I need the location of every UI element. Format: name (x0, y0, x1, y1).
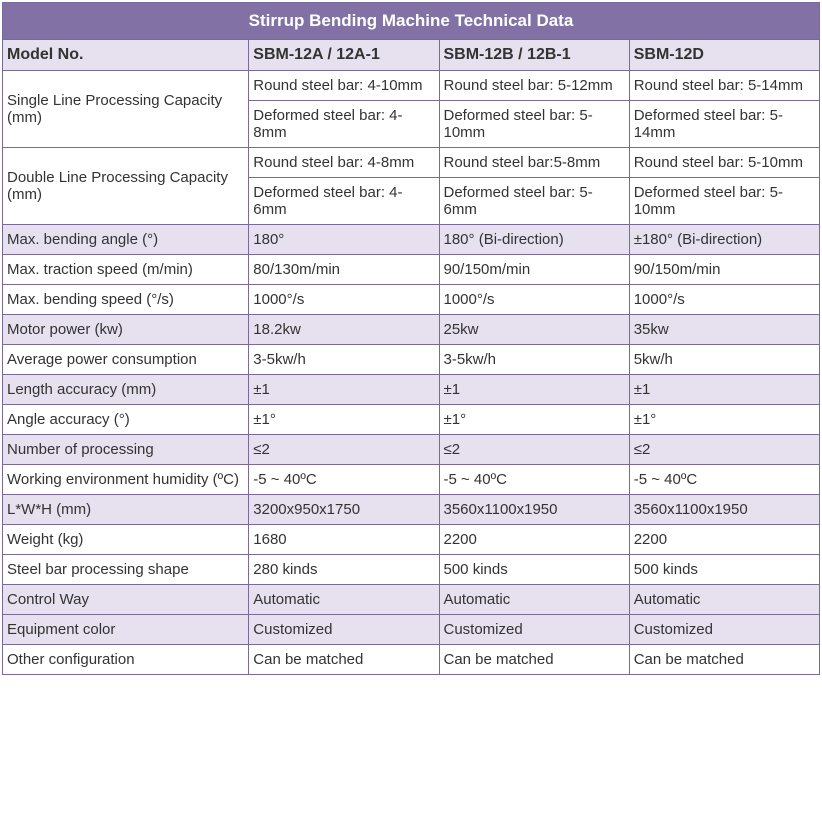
cell: 35kw (629, 315, 819, 345)
table-row: Double Line Processing Capacity (mm)Roun… (3, 148, 820, 178)
cell: 1000°/s (629, 285, 819, 315)
cell: 80/130m/min (249, 255, 439, 285)
title-row: Stirrup Bending Machine Technical Data (3, 3, 820, 40)
table-row: Single Line Processing Capacity (mm)Roun… (3, 71, 820, 101)
table-row: L*W*H (mm)3200x950x17503560x1100x1950356… (3, 495, 820, 525)
cell: ≤2 (629, 435, 819, 465)
row-label: L*W*H (mm) (3, 495, 249, 525)
cell: 2200 (629, 525, 819, 555)
row-label: Weight (kg) (3, 525, 249, 555)
row-label: Number of processing (3, 435, 249, 465)
header-col-b: SBM-12B / 12B-1 (439, 40, 629, 71)
cell: 180° (249, 225, 439, 255)
row-label: Equipment color (3, 615, 249, 645)
cell: ±1 (629, 375, 819, 405)
cell: 90/150m/min (439, 255, 629, 285)
row-label: Max. traction speed (m/min) (3, 255, 249, 285)
cell: 3-5kw/h (439, 345, 629, 375)
cell: 1000°/s (439, 285, 629, 315)
table-row: Length accuracy (mm)±1±1±1 (3, 375, 820, 405)
cell: 280 kinds (249, 555, 439, 585)
cell: ±1 (439, 375, 629, 405)
table-row: Motor power (kw)18.2kw25kw35kw (3, 315, 820, 345)
table-title: Stirrup Bending Machine Technical Data (3, 3, 820, 40)
cell: Deformed steel bar: 5-10mm (629, 178, 819, 225)
cell: Round steel bar: 5-14mm (629, 71, 819, 101)
table-row: Control WayAutomaticAutomaticAutomatic (3, 585, 820, 615)
cell: Round steel bar:5-8mm (439, 148, 629, 178)
cell: -5 ~ 40ºC (249, 465, 439, 495)
row-label: Angle accuracy (°) (3, 405, 249, 435)
cell: Round steel bar: 5-10mm (629, 148, 819, 178)
cell: 3200x950x1750 (249, 495, 439, 525)
cell: Automatic (249, 585, 439, 615)
cell: ±1° (249, 405, 439, 435)
cell: 90/150m/min (629, 255, 819, 285)
cell: Round steel bar: 4-10mm (249, 71, 439, 101)
cell: Deformed steel bar: 5-14mm (629, 101, 819, 148)
row-label: Working environment humidity (ºC) (3, 465, 249, 495)
cell: -5 ~ 40ºC (439, 465, 629, 495)
table-row: Max. bending speed (°/s)1000°/s1000°/s10… (3, 285, 820, 315)
cell: ±180° (Bi-direction) (629, 225, 819, 255)
row-label: Motor power (kw) (3, 315, 249, 345)
table-row: Working environment humidity (ºC)-5 ~ 40… (3, 465, 820, 495)
row-label: Other configuration (3, 645, 249, 675)
cell: Deformed steel bar: 4-6mm (249, 178, 439, 225)
table-row: Weight (kg)168022002200 (3, 525, 820, 555)
table-row: Steel bar processing shape280 kinds500 k… (3, 555, 820, 585)
cell: 500 kinds (439, 555, 629, 585)
cell: Can be matched (249, 645, 439, 675)
row-label: Average power consumption (3, 345, 249, 375)
cell: Deformed steel bar: 5-6mm (439, 178, 629, 225)
cell: 3560x1100x1950 (629, 495, 819, 525)
row-label: Double Line Processing Capacity (mm) (3, 148, 249, 225)
row-label: Control Way (3, 585, 249, 615)
cell: 25kw (439, 315, 629, 345)
cell: Round steel bar: 5-12mm (439, 71, 629, 101)
cell: 18.2kw (249, 315, 439, 345)
row-label: Steel bar processing shape (3, 555, 249, 585)
cell: 180° (Bi-direction) (439, 225, 629, 255)
row-label: Single Line Processing Capacity (mm) (3, 71, 249, 148)
cell: 3560x1100x1950 (439, 495, 629, 525)
header-col-a: SBM-12A / 12A-1 (249, 40, 439, 71)
row-label: Length accuracy (mm) (3, 375, 249, 405)
cell: Can be matched (439, 645, 629, 675)
table-row: Angle accuracy (°)±1°±1°±1° (3, 405, 820, 435)
header-model: Model No. (3, 40, 249, 71)
cell: Customized (439, 615, 629, 645)
cell: Deformed steel bar: 5-10mm (439, 101, 629, 148)
cell: 1000°/s (249, 285, 439, 315)
table-row: Max. bending angle (°)180°180° (Bi-direc… (3, 225, 820, 255)
cell: 3-5kw/h (249, 345, 439, 375)
cell: 500 kinds (629, 555, 819, 585)
table-row: Equipment colorCustomizedCustomizedCusto… (3, 615, 820, 645)
header-row: Model No. SBM-12A / 12A-1 SBM-12B / 12B-… (3, 40, 820, 71)
cell: Round steel bar: 4-8mm (249, 148, 439, 178)
cell: 1680 (249, 525, 439, 555)
cell: Deformed steel bar: 4-8mm (249, 101, 439, 148)
cell: 5kw/h (629, 345, 819, 375)
table-row: Other configurationCan be matchedCan be … (3, 645, 820, 675)
row-label: Max. bending angle (°) (3, 225, 249, 255)
cell: -5 ~ 40ºC (629, 465, 819, 495)
cell: Automatic (439, 585, 629, 615)
cell: Customized (629, 615, 819, 645)
table-row: Max. traction speed (m/min)80/130m/min90… (3, 255, 820, 285)
cell: ≤2 (439, 435, 629, 465)
cell: ±1° (629, 405, 819, 435)
cell: Customized (249, 615, 439, 645)
cell: ±1 (249, 375, 439, 405)
cell: ±1° (439, 405, 629, 435)
spec-table: Stirrup Bending Machine Technical Data M… (2, 2, 820, 675)
cell: Can be matched (629, 645, 819, 675)
table-row: Number of processing≤2≤2≤2 (3, 435, 820, 465)
cell: 2200 (439, 525, 629, 555)
cell: ≤2 (249, 435, 439, 465)
row-label: Max. bending speed (°/s) (3, 285, 249, 315)
table-row: Average power consumption3-5kw/h3-5kw/h5… (3, 345, 820, 375)
header-col-d: SBM-12D (629, 40, 819, 71)
cell: Automatic (629, 585, 819, 615)
